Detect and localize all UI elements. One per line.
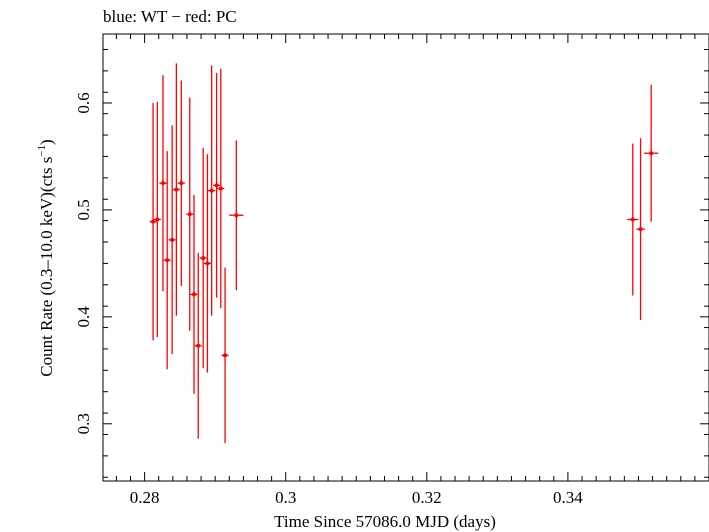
data-point: [221, 267, 229, 444]
y-tick-label: 0.6: [74, 92, 93, 113]
data-point: [636, 138, 645, 321]
data-point: [168, 125, 176, 355]
data-marker: [234, 213, 239, 218]
data-marker: [196, 343, 201, 348]
data-marker: [223, 353, 228, 358]
data-point: [199, 147, 207, 369]
data-marker: [155, 217, 160, 222]
data-marker: [630, 217, 635, 222]
data-marker: [174, 187, 179, 192]
data-point: [186, 97, 194, 331]
y-axis-label-close: ): [37, 139, 56, 145]
x-tick-label: 0.3: [275, 488, 296, 507]
data-marker: [218, 186, 223, 191]
data-marker: [192, 292, 197, 297]
data-point: [159, 75, 167, 292]
y-axis-label-main: Count Rate (0.3–10.0 keV)(cts s: [37, 157, 56, 377]
data-point: [203, 154, 211, 373]
data-marker: [151, 219, 156, 224]
y-axis-label: Count Rate (0.3–10.0 keV)(cts s−1): [36, 139, 56, 376]
y-axis-label-superscript: −1: [36, 145, 48, 157]
data-point: [153, 101, 161, 338]
y-tick-label: 0.3: [74, 413, 93, 434]
data-marker: [201, 256, 206, 261]
x-tick-label: 0.34: [553, 488, 583, 507]
data-marker: [205, 261, 210, 266]
data-point: [190, 194, 198, 394]
data-point: [644, 84, 659, 222]
y-axis-ticks: 0.3 0.4 0.5 0.6: [74, 49, 709, 478]
data-point: [208, 65, 216, 316]
chart-title: blue: WT − red: PC: [103, 7, 237, 26]
x-tick-label: 0.32: [412, 488, 442, 507]
data-marks: [149, 63, 659, 444]
data-marker: [214, 183, 219, 188]
y-tick-label: 0.4: [74, 306, 93, 328]
data-point: [149, 102, 157, 341]
data-marker: [170, 237, 175, 242]
plot-frame: [102, 33, 709, 482]
data-point: [194, 252, 202, 439]
data-marker: [649, 151, 654, 156]
data-marker: [179, 181, 184, 186]
data-point: [163, 151, 171, 370]
data-point: [627, 143, 639, 296]
data-point: [172, 63, 180, 316]
data-marker: [638, 227, 643, 232]
y-tick-label: 0.5: [74, 199, 93, 220]
data-point: [213, 73, 221, 298]
data-point: [177, 80, 185, 286]
x-tick-label: 0.28: [130, 488, 160, 507]
data-point: [229, 140, 244, 291]
x-axis-label: Time Since 57086.0 MJD (days): [274, 512, 496, 531]
x-axis-ticks: 0.28 0.3 0.32 0.34: [115, 34, 696, 507]
data-marker: [165, 258, 170, 263]
data-point: [217, 68, 225, 309]
data-marker: [160, 181, 165, 186]
data-marker: [187, 212, 192, 217]
data-marker: [209, 188, 214, 193]
